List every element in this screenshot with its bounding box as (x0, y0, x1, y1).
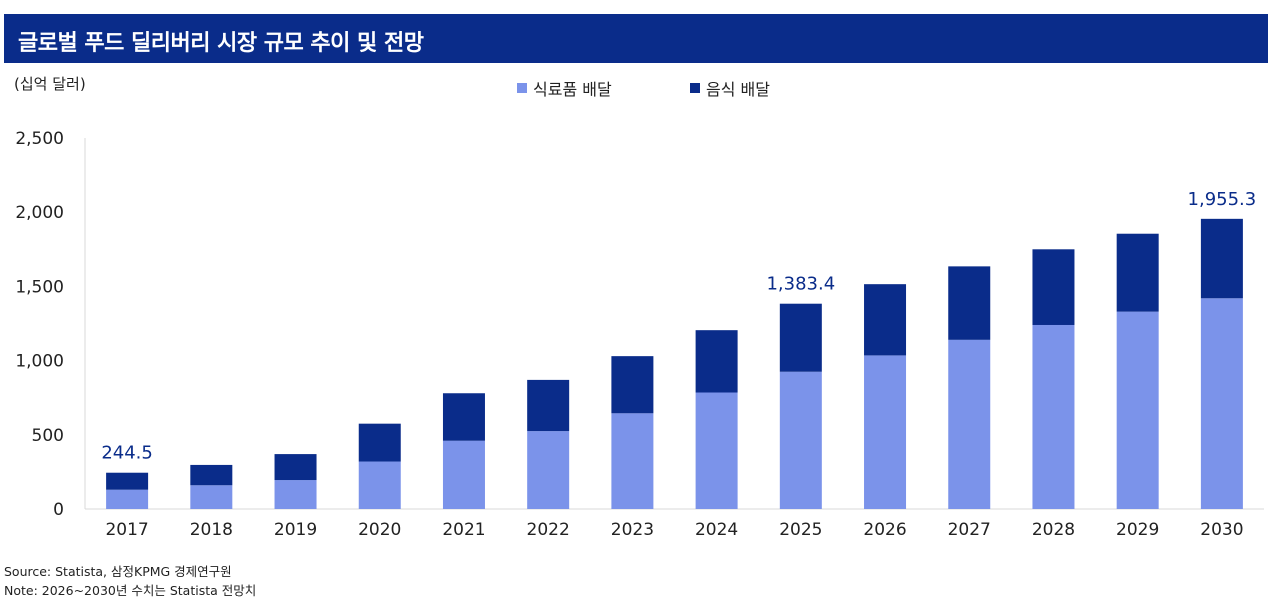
bar-food-2019 (274, 454, 317, 481)
bar-food-2028 (1032, 249, 1075, 325)
x-tick-label: 2019 (274, 520, 317, 540)
x-tick-label: 2018 (190, 520, 233, 540)
bar-grocery-2017 (106, 489, 149, 509)
bar-grocery-2030 (1200, 298, 1243, 509)
y-tick-label: 1,000 (15, 352, 64, 372)
legend-label-food: 음식 배달 (706, 80, 770, 99)
x-tick-label: 2030 (1200, 520, 1243, 540)
x-tick-label: 2026 (863, 520, 906, 540)
bar-food-2022 (527, 379, 570, 432)
data-label-total: 1,955.3 (1188, 189, 1257, 210)
page-title: 글로벌 푸드 딜리버리 시장 규모 추이 및 전망 (18, 31, 424, 56)
bar-grocery-2019 (274, 480, 317, 509)
legend-swatch-grocery (517, 83, 527, 93)
bar-food-2025 (779, 303, 822, 372)
bar-grocery-2022 (527, 431, 570, 509)
footnote: Note: 2026~2030년 수치는 Statista 전망치 (4, 583, 257, 598)
x-tick-label: 2023 (611, 520, 654, 540)
x-tick-label: 2020 (358, 520, 401, 540)
legend-item-food: 음식 배달 (690, 76, 770, 100)
bar-food-2024 (695, 330, 738, 393)
legend-swatch-food (690, 83, 700, 93)
bar-grocery-2021 (442, 440, 485, 509)
bar-food-2021 (442, 393, 485, 441)
source-note: Source: Statista, 삼정KPMG 경제연구원 (4, 564, 232, 579)
y-tick-label: 0 (53, 500, 64, 520)
title-bar: 글로벌 푸드 딜리버리 시장 규모 추이 및 전망 (4, 14, 1268, 63)
unit-label: (십억 달러) (14, 75, 86, 93)
x-tick-label: 2022 (527, 520, 570, 540)
bar-grocery-2025 (779, 371, 822, 509)
legend-item-grocery: 식료품 배달 (517, 76, 612, 100)
x-tick-label: 2017 (105, 520, 148, 540)
x-tick-label: 2028 (1032, 520, 1075, 540)
bar-food-2017 (106, 472, 149, 490)
y-tick-label: 2,500 (15, 129, 64, 149)
x-tick-label: 2021 (442, 520, 485, 540)
bar-grocery-2018 (190, 485, 233, 509)
data-label-total: 244.5 (101, 443, 153, 464)
y-tick-label: 500 (32, 426, 64, 446)
y-tick-label: 1,500 (15, 277, 64, 297)
bar-grocery-2027 (948, 339, 991, 509)
bar-food-2020 (358, 423, 401, 462)
bar-food-2023 (611, 356, 654, 414)
bar-food-2026 (864, 284, 907, 356)
bar-grocery-2029 (1116, 311, 1159, 509)
legend-label-grocery: 식료품 배달 (533, 80, 612, 99)
y-tick-label: 2,000 (15, 203, 64, 223)
bar-food-2018 (190, 464, 233, 486)
bar-grocery-2028 (1032, 324, 1075, 509)
x-tick-label: 2027 (948, 520, 991, 540)
data-label-total: 1,383.4 (766, 274, 835, 295)
bar-grocery-2023 (611, 413, 654, 509)
bar-grocery-2024 (695, 392, 738, 509)
bar-grocery-2026 (864, 355, 907, 509)
legend: 식료품 배달 음식 배달 (0, 76, 1280, 99)
x-tick-label: 2024 (695, 520, 738, 540)
x-tick-label: 2025 (779, 520, 822, 540)
bar-food-2027 (948, 266, 991, 340)
x-tick-label: 2029 (1116, 520, 1159, 540)
bar-food-2029 (1116, 233, 1159, 312)
bar-food-2030 (1200, 218, 1243, 299)
bar-grocery-2020 (358, 461, 401, 509)
